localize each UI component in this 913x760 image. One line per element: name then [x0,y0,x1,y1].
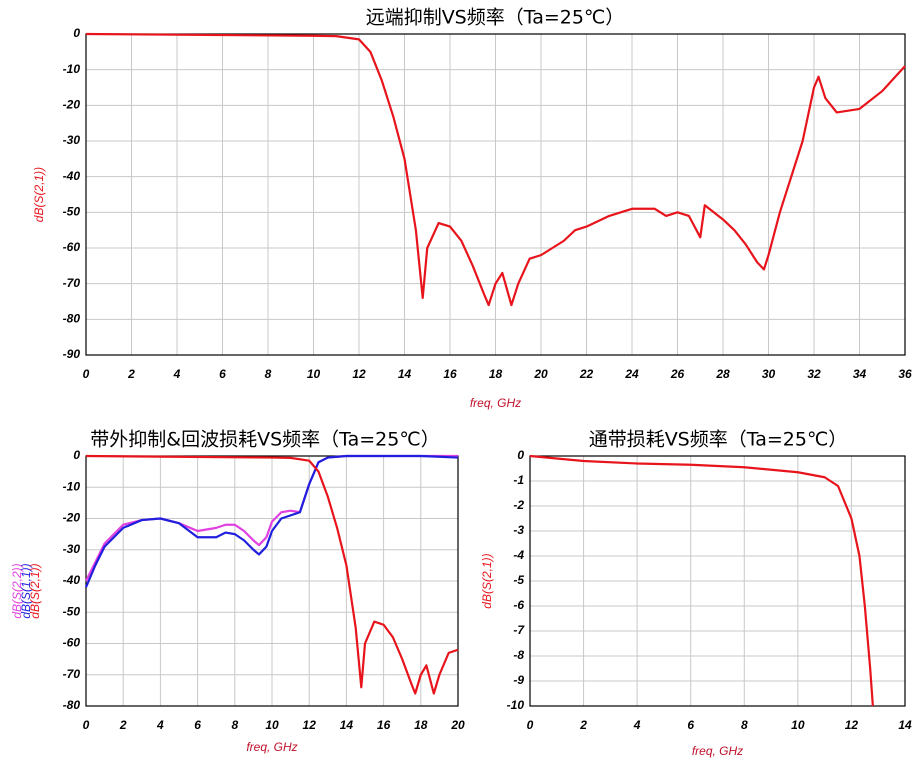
x-tick-label: 10 [791,718,805,732]
x-tick-label: 8 [231,718,238,732]
y-tick-label: -80 [63,312,81,326]
x-tick-label: 8 [741,718,748,732]
x-tick-label: 10 [265,718,279,732]
y-tick-label: -4 [513,548,524,562]
x-tick-label: 6 [687,718,694,732]
y-tick-label: -2 [513,498,524,512]
y-tick-label: -10 [63,62,81,76]
series-line [529,454,874,707]
y-tick-label: -50 [63,604,81,618]
y-tick-label: -40 [63,169,81,183]
y-tick-label: -6 [513,598,524,612]
x-tick-label: 12 [303,718,317,732]
chart-title: 通带损耗VS频率（Ta=25℃） [589,429,848,451]
x-tick-label: 20 [533,367,548,381]
y-tick-label: -40 [63,573,81,587]
y-tick-label: 0 [73,448,80,462]
y-tick-label: -90 [63,347,81,361]
x-tick-label: 26 [670,367,685,381]
x-tick-label: 10 [307,367,321,381]
x-tick-label: 34 [853,367,867,381]
y-axis-label: dB(S(2,1)) [32,167,46,222]
series-line [85,454,459,695]
y-tick-label: -70 [63,276,81,290]
chart-title: 远端抑制VS频率（Ta=25℃） [366,7,625,29]
x-tick-label: 22 [579,367,594,381]
x-tick-label: 0 [83,718,90,732]
x-tick-label: 16 [443,367,457,381]
chart-title: 带外抑制&回波损耗VS频率（Ta=25℃） [90,429,439,451]
y-tick-label: -60 [63,636,81,650]
y-tick-label: -10 [507,698,525,712]
legend-label: dB(S(2,1)) [28,563,42,618]
y-tick-label: -30 [63,133,81,147]
x-axis-label: freq, GHz [470,396,521,410]
x-tick-label: 6 [219,367,226,381]
x-tick-label: 8 [265,367,272,381]
y-axis-label: dB(S(2,1)) [480,553,494,608]
y-tick-label: -8 [513,648,524,662]
x-tick-label: 14 [898,718,912,732]
plot-frame [85,33,906,356]
x-tick-label: 36 [898,367,912,381]
plot-frame [529,455,906,707]
x-tick-label: 2 [119,718,127,732]
x-tick-label: 2 [127,367,135,381]
x-tick-label: 18 [414,718,428,732]
x-axis-label: freq, GHz [246,740,297,754]
x-tick-label: 30 [762,367,776,381]
legend-label: dB(S(2,2)) [10,563,24,618]
legend-label: dB(S(1,1)) [19,563,33,618]
x-tick-label: 16 [377,718,391,732]
y-tick-label: -9 [513,673,524,687]
y-tick-label: -3 [513,523,524,537]
y-tick-label: 0 [73,26,80,40]
y-tick-label: -80 [63,698,81,712]
x-tick-label: 24 [624,367,639,381]
x-tick-label: 12 [845,718,859,732]
x-tick-label: 6 [194,718,201,732]
y-tick-label: -20 [63,511,81,525]
x-tick-label: 14 [340,718,354,732]
y-tick-label: -60 [63,240,81,254]
y-tick-label: 0 [517,448,524,462]
x-tick-label: 4 [156,718,164,732]
x-tick-label: 28 [715,367,730,381]
y-tick-label: -5 [513,573,524,587]
x-tick-label: 18 [489,367,503,381]
x-tick-label: 14 [398,367,412,381]
x-tick-label: 12 [352,367,366,381]
y-tick-label: -70 [63,667,81,681]
y-tick-label: -7 [513,623,525,637]
x-tick-label: 32 [807,367,821,381]
x-tick-label: 0 [83,367,90,381]
y-tick-label: -30 [63,542,81,556]
x-tick-label: 2 [579,718,587,732]
x-tick-label: 20 [450,718,465,732]
x-tick-label: 4 [173,367,181,381]
y-tick-label: -20 [63,98,81,112]
series-line [85,32,906,307]
x-tick-label: 0 [527,718,534,732]
x-tick-label: 4 [633,718,641,732]
y-tick-label: -1 [513,473,524,487]
y-tick-label: -10 [63,479,81,493]
series-line [84,454,459,588]
y-tick-label: -50 [63,205,81,219]
x-axis-label: freq, GHz [692,744,743,758]
